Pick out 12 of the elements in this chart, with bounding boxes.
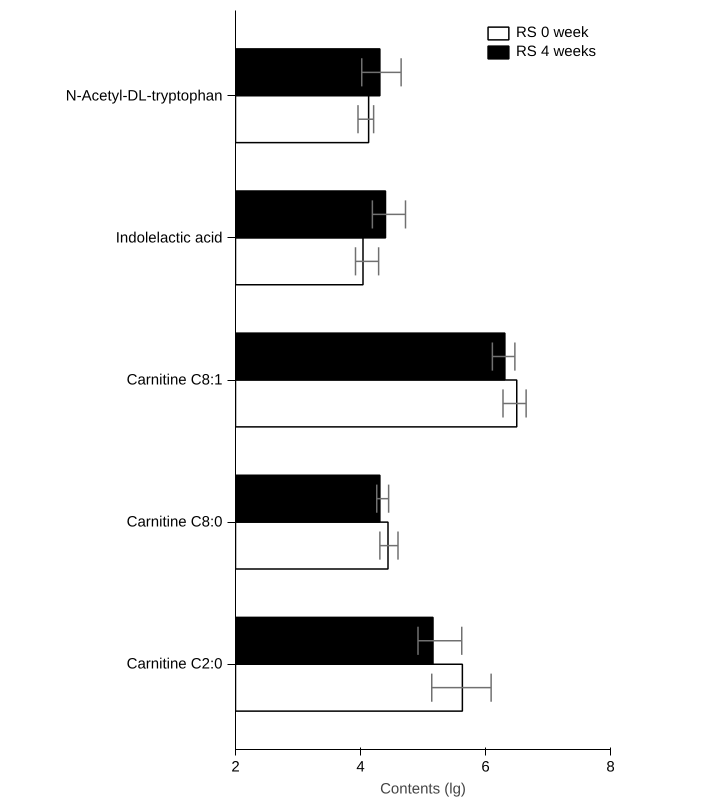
- x-tick-label: 4: [356, 758, 365, 776]
- y-tick-label: Carnitine C8:0: [126, 514, 223, 531]
- x-tick-label: 8: [606, 758, 615, 776]
- y-tick-label: Carnitine C8:1: [126, 372, 223, 388]
- x-tick-label: 2: [231, 758, 240, 776]
- y-tick-label: Indolelactic acid: [116, 229, 223, 246]
- y-tick-label: N-Acetyl-DL-tryptophan: [66, 87, 223, 104]
- legend-label: RS 0 week: [516, 24, 588, 41]
- x-tick-label: 6: [481, 758, 490, 776]
- x-axis-title: Contents (lg): [380, 780, 466, 798]
- y-tick-label: Carnitine C2:0: [126, 656, 223, 673]
- legend-label: RS 4 weeks: [516, 43, 596, 60]
